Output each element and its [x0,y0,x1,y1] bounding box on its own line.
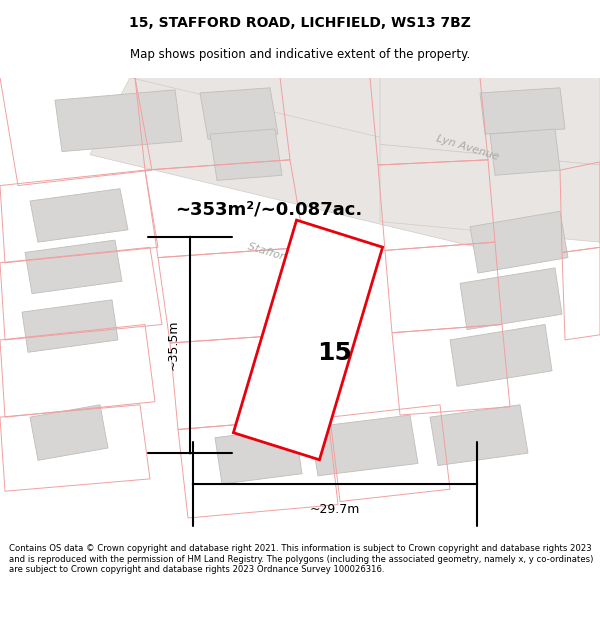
Polygon shape [490,129,560,175]
Text: ~29.7m: ~29.7m [310,503,360,516]
Polygon shape [55,90,182,152]
Polygon shape [470,211,568,273]
Polygon shape [233,220,383,460]
Text: Stafford Road: Stafford Road [247,242,323,274]
Text: 15, STAFFORD ROAD, LICHFIELD, WS13 7BZ: 15, STAFFORD ROAD, LICHFIELD, WS13 7BZ [129,16,471,30]
Text: 15: 15 [317,341,352,366]
Polygon shape [30,189,128,242]
Polygon shape [380,78,600,165]
Polygon shape [30,405,108,461]
Polygon shape [450,324,552,386]
Polygon shape [25,240,122,294]
Polygon shape [215,428,302,484]
Text: ~353m²/~0.087ac.: ~353m²/~0.087ac. [175,200,362,218]
Polygon shape [22,300,118,352]
Text: Map shows position and indicative extent of the property.: Map shows position and indicative extent… [130,48,470,61]
Polygon shape [90,78,560,258]
Polygon shape [130,78,430,160]
Text: Contains OS data © Crown copyright and database right 2021. This information is : Contains OS data © Crown copyright and d… [9,544,593,574]
Polygon shape [430,405,528,466]
Polygon shape [480,88,565,134]
Polygon shape [310,415,418,476]
Polygon shape [200,88,278,139]
Text: ~35.5m: ~35.5m [167,320,180,371]
Polygon shape [460,268,562,329]
Text: Lyn Avenue: Lyn Avenue [436,133,500,162]
Polygon shape [380,144,600,242]
Polygon shape [210,129,282,181]
